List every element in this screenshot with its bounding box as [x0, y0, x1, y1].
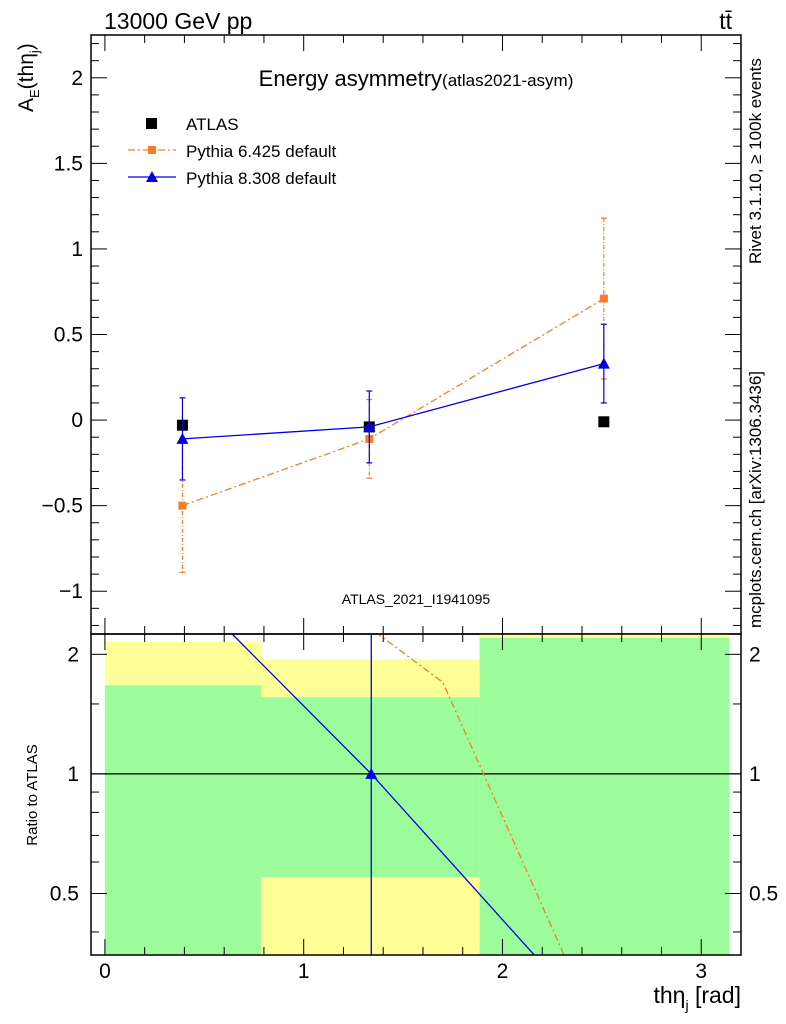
series-pythia8 [176, 323, 610, 481]
main-y-tick-label: 0 [71, 409, 83, 432]
legend-entry-pythia6: Pythia 6.425 default [128, 142, 337, 161]
ratio-y-tick-label-left: 2 [67, 643, 79, 666]
data-point-pythia6 [178, 501, 187, 510]
x-axis-label: thηj [rad] [653, 982, 741, 1013]
legend-label-pythia8: Pythia 8.308 default [186, 169, 337, 188]
legend-entry-pythia8: Pythia 8.308 default [128, 169, 337, 188]
ratio-panel: 0.5 0.5 1 1 2 2 0 1 2 3 Ratio to ATLAS thηj [rad… [24, 633, 778, 1013]
series-line-pythia8 [182, 362, 605, 440]
main-y-axis-label: AE(thηj) [15, 43, 42, 112]
main-watermark: ATLAS_2021_I1941095 [342, 591, 491, 607]
uncertainty-band-outer-low [260, 877, 480, 955]
series-line-pythia6 [182, 298, 605, 507]
series-pythia6 [178, 217, 608, 573]
side-label-top: Rivet 3.1.10, ≥ 100k events [746, 58, 765, 264]
x-tick-label: 3 [695, 960, 707, 983]
data-point-pythia8 [176, 432, 189, 444]
x-tick-label: 2 [497, 960, 509, 983]
main-y-tick-label: 1.5 [54, 152, 83, 175]
x-tick-label: 0 [99, 960, 111, 983]
legend-entry-atlas: ATLAS [146, 115, 239, 134]
ratio-series-group [231, 634, 565, 955]
uncertainty-band-inner [104, 685, 261, 955]
x-tick-label: 1 [298, 960, 310, 983]
main-y-tick-label: 0.5 [54, 324, 83, 347]
legend-marker-pythia6 [148, 146, 156, 154]
data-point-atlas [598, 416, 610, 428]
ratio-y-tick-label-right: 0.5 [749, 882, 778, 905]
ratio-y-tick-label-right: 1 [749, 763, 761, 786]
ratio-y-tick-label-left: 0.5 [50, 882, 79, 905]
main-y-tick-label: −0.5 [42, 495, 83, 518]
data-point-pythia6 [599, 294, 608, 303]
data-point-pythia8 [363, 420, 376, 432]
main-y-tick-label: 1 [71, 238, 83, 261]
header-left: 13000 GeV pp [104, 8, 252, 34]
main-y-tick-label: −1 [59, 580, 83, 603]
ratio-y-tick-label-left: 1 [67, 763, 79, 786]
legend-label-pythia6: Pythia 6.425 default [186, 142, 337, 161]
ratio-frame [90, 633, 742, 956]
main-y-tick-label: 2 [71, 67, 83, 90]
data-point-pythia8 [597, 357, 610, 369]
ratio-point-pythia8 [365, 767, 378, 779]
ratio-y-axis-label: Ratio to ATLAS [24, 744, 41, 845]
legend-marker-pythia8 [146, 171, 158, 182]
side-label-bottom: mcplots.cern.ch [arXiv:1306.3436] [746, 371, 765, 628]
legend-label-atlas: ATLAS [186, 115, 239, 134]
main-panel: −1 −0.5 0 0.5 1 1.5 2 Energy asymmetry(atlas20… [15, 34, 742, 635]
legend-marker-atlas [146, 118, 157, 129]
main-title: Energy asymmetry(atlas2021-asym) [259, 66, 574, 91]
ratio-y-tick-label-right: 2 [749, 643, 761, 666]
header-right: tt̄ [719, 8, 732, 34]
legend: ATLAS Pythia 6.425 default Pythia 8.308 … [128, 115, 337, 188]
uncertainty-band-inner [479, 637, 730, 955]
ratio-line-pythia6 [377, 634, 565, 955]
